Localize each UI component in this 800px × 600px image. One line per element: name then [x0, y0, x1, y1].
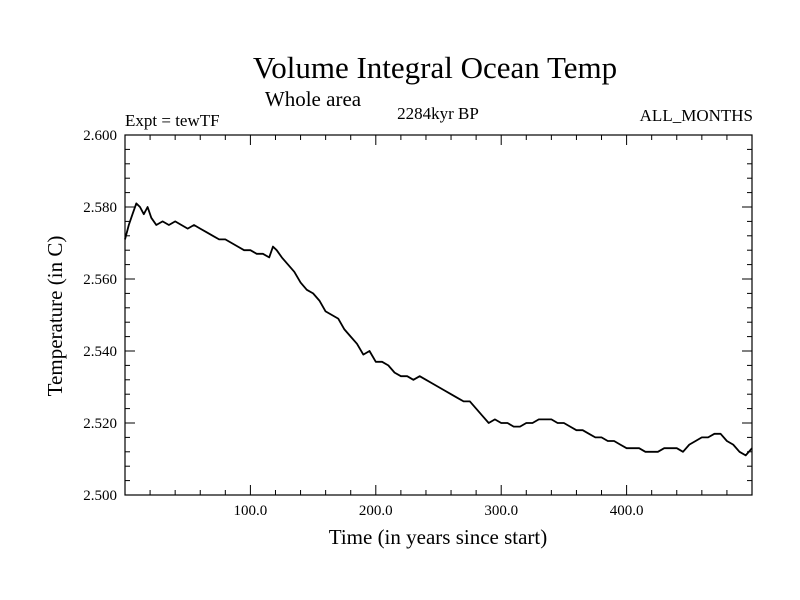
months-annotation: ALL_MONTHS — [640, 106, 753, 125]
x-tick-label: 400.0 — [610, 503, 644, 519]
series-line-temperature — [124, 202, 753, 457]
axes: 100.0 200.0 300.0 400.0 2.500 2.520 2.540 2.560… — [83, 128, 753, 519]
date-annotation: 2284kyr BP — [397, 104, 479, 123]
x-axis-label: Time (in years since start) — [329, 525, 548, 549]
x-tick-label: 300.0 — [484, 503, 518, 519]
y-tick-label: 2.500 — [83, 488, 117, 504]
chart-subtitle: Whole area — [265, 87, 362, 111]
y-tick-label: 2.540 — [83, 344, 117, 360]
x-tick-label: 200.0 — [359, 503, 393, 519]
y-axis-label: Temperature (in C) — [43, 236, 67, 397]
chart-title: Volume Integral Ocean Temp — [253, 50, 617, 85]
experiment-annotation: Expt = tewTF — [125, 111, 220, 130]
y-tick-label: 2.560 — [83, 272, 117, 288]
x-tick-label: 100.0 — [234, 503, 268, 519]
y-tick-label: 2.600 — [83, 128, 117, 144]
plot-frame — [124, 134, 753, 496]
y-tick-label: 2.520 — [83, 416, 117, 432]
y-tick-label: 2.580 — [83, 200, 117, 216]
plot-area — [124, 202, 753, 457]
